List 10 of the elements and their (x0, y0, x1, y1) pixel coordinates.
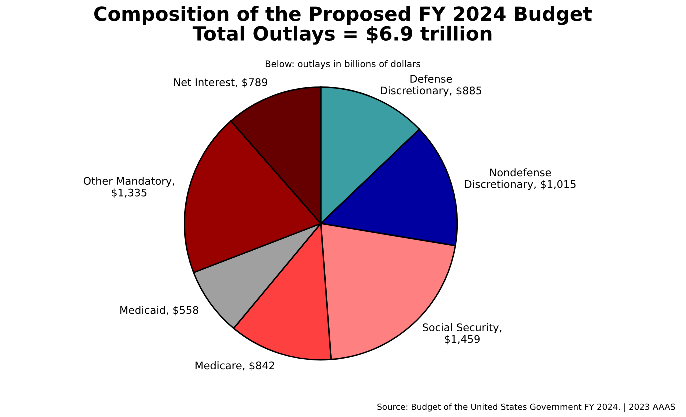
slice-label: Other Mandatory, $1,335 (84, 177, 174, 198)
source-note: Source: Budget of the United States Government FY 2024. | 2023 AAAS (378, 404, 676, 412)
slice-label: Defense Discretionary, $885 (381, 74, 482, 97)
slice-label: Medicare, $842 (196, 362, 274, 371)
slice-label: Social Security, $1,459 (423, 323, 502, 345)
slice-label: Medicaid, $558 (120, 306, 199, 316)
slice-label: Net Interest, $789 (174, 78, 268, 88)
chart-subtitle: Below: outlays in billions of dollars (266, 60, 420, 70)
chart-title: Composition of the Proposed FY 2024 Budget Total Outlays = $6.9 trillion (94, 6, 592, 45)
slice-label: Nondefense Discretionary, $1,015 (465, 168, 576, 190)
